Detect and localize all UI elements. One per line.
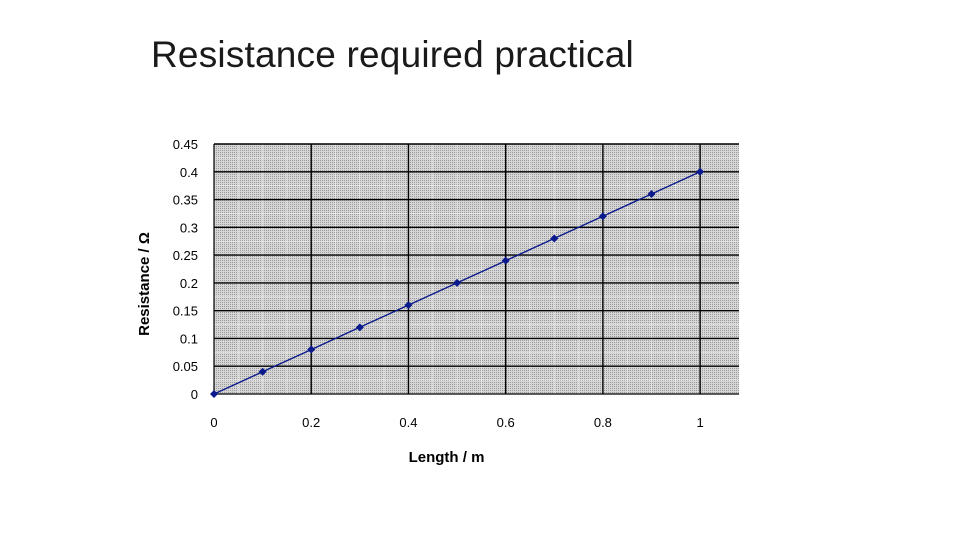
y-tick-label: 0.15	[173, 304, 198, 319]
y-tick-label: 0.2	[180, 276, 198, 291]
data-point	[355, 323, 364, 332]
x-tick-label: 0.8	[594, 415, 612, 430]
data-point	[501, 256, 510, 265]
data-point	[404, 301, 413, 310]
x-axis-title: Length / m	[409, 449, 485, 466]
y-tick-label: 0.1	[180, 331, 198, 346]
data-point	[258, 367, 267, 376]
data-point	[696, 167, 705, 176]
data-point	[453, 278, 462, 287]
y-tick-label: 0.45	[173, 137, 198, 152]
y-axis-title: Resistance / Ω	[136, 232, 153, 336]
y-tick-label: 0.25	[173, 248, 198, 263]
y-tick-label: 0	[191, 387, 198, 402]
x-tick-label: 1	[696, 415, 703, 430]
data-point	[550, 234, 559, 243]
slide-title: Resistance required practical	[151, 34, 634, 75]
data-point	[307, 345, 316, 354]
y-tick-label: 0.35	[173, 193, 198, 208]
data-point	[647, 190, 656, 198]
x-tick-label: 0	[210, 415, 217, 430]
data-point	[210, 390, 218, 398]
x-tick-label: 0.6	[497, 415, 515, 430]
y-tick-label: 0.4	[180, 165, 198, 180]
y-tick-label: 0.05	[173, 359, 198, 374]
y-tick-label: 0.3	[180, 220, 198, 235]
data-point	[598, 212, 607, 221]
x-tick-label: 0.2	[302, 415, 320, 430]
x-tick-label: 0.4	[399, 415, 417, 430]
